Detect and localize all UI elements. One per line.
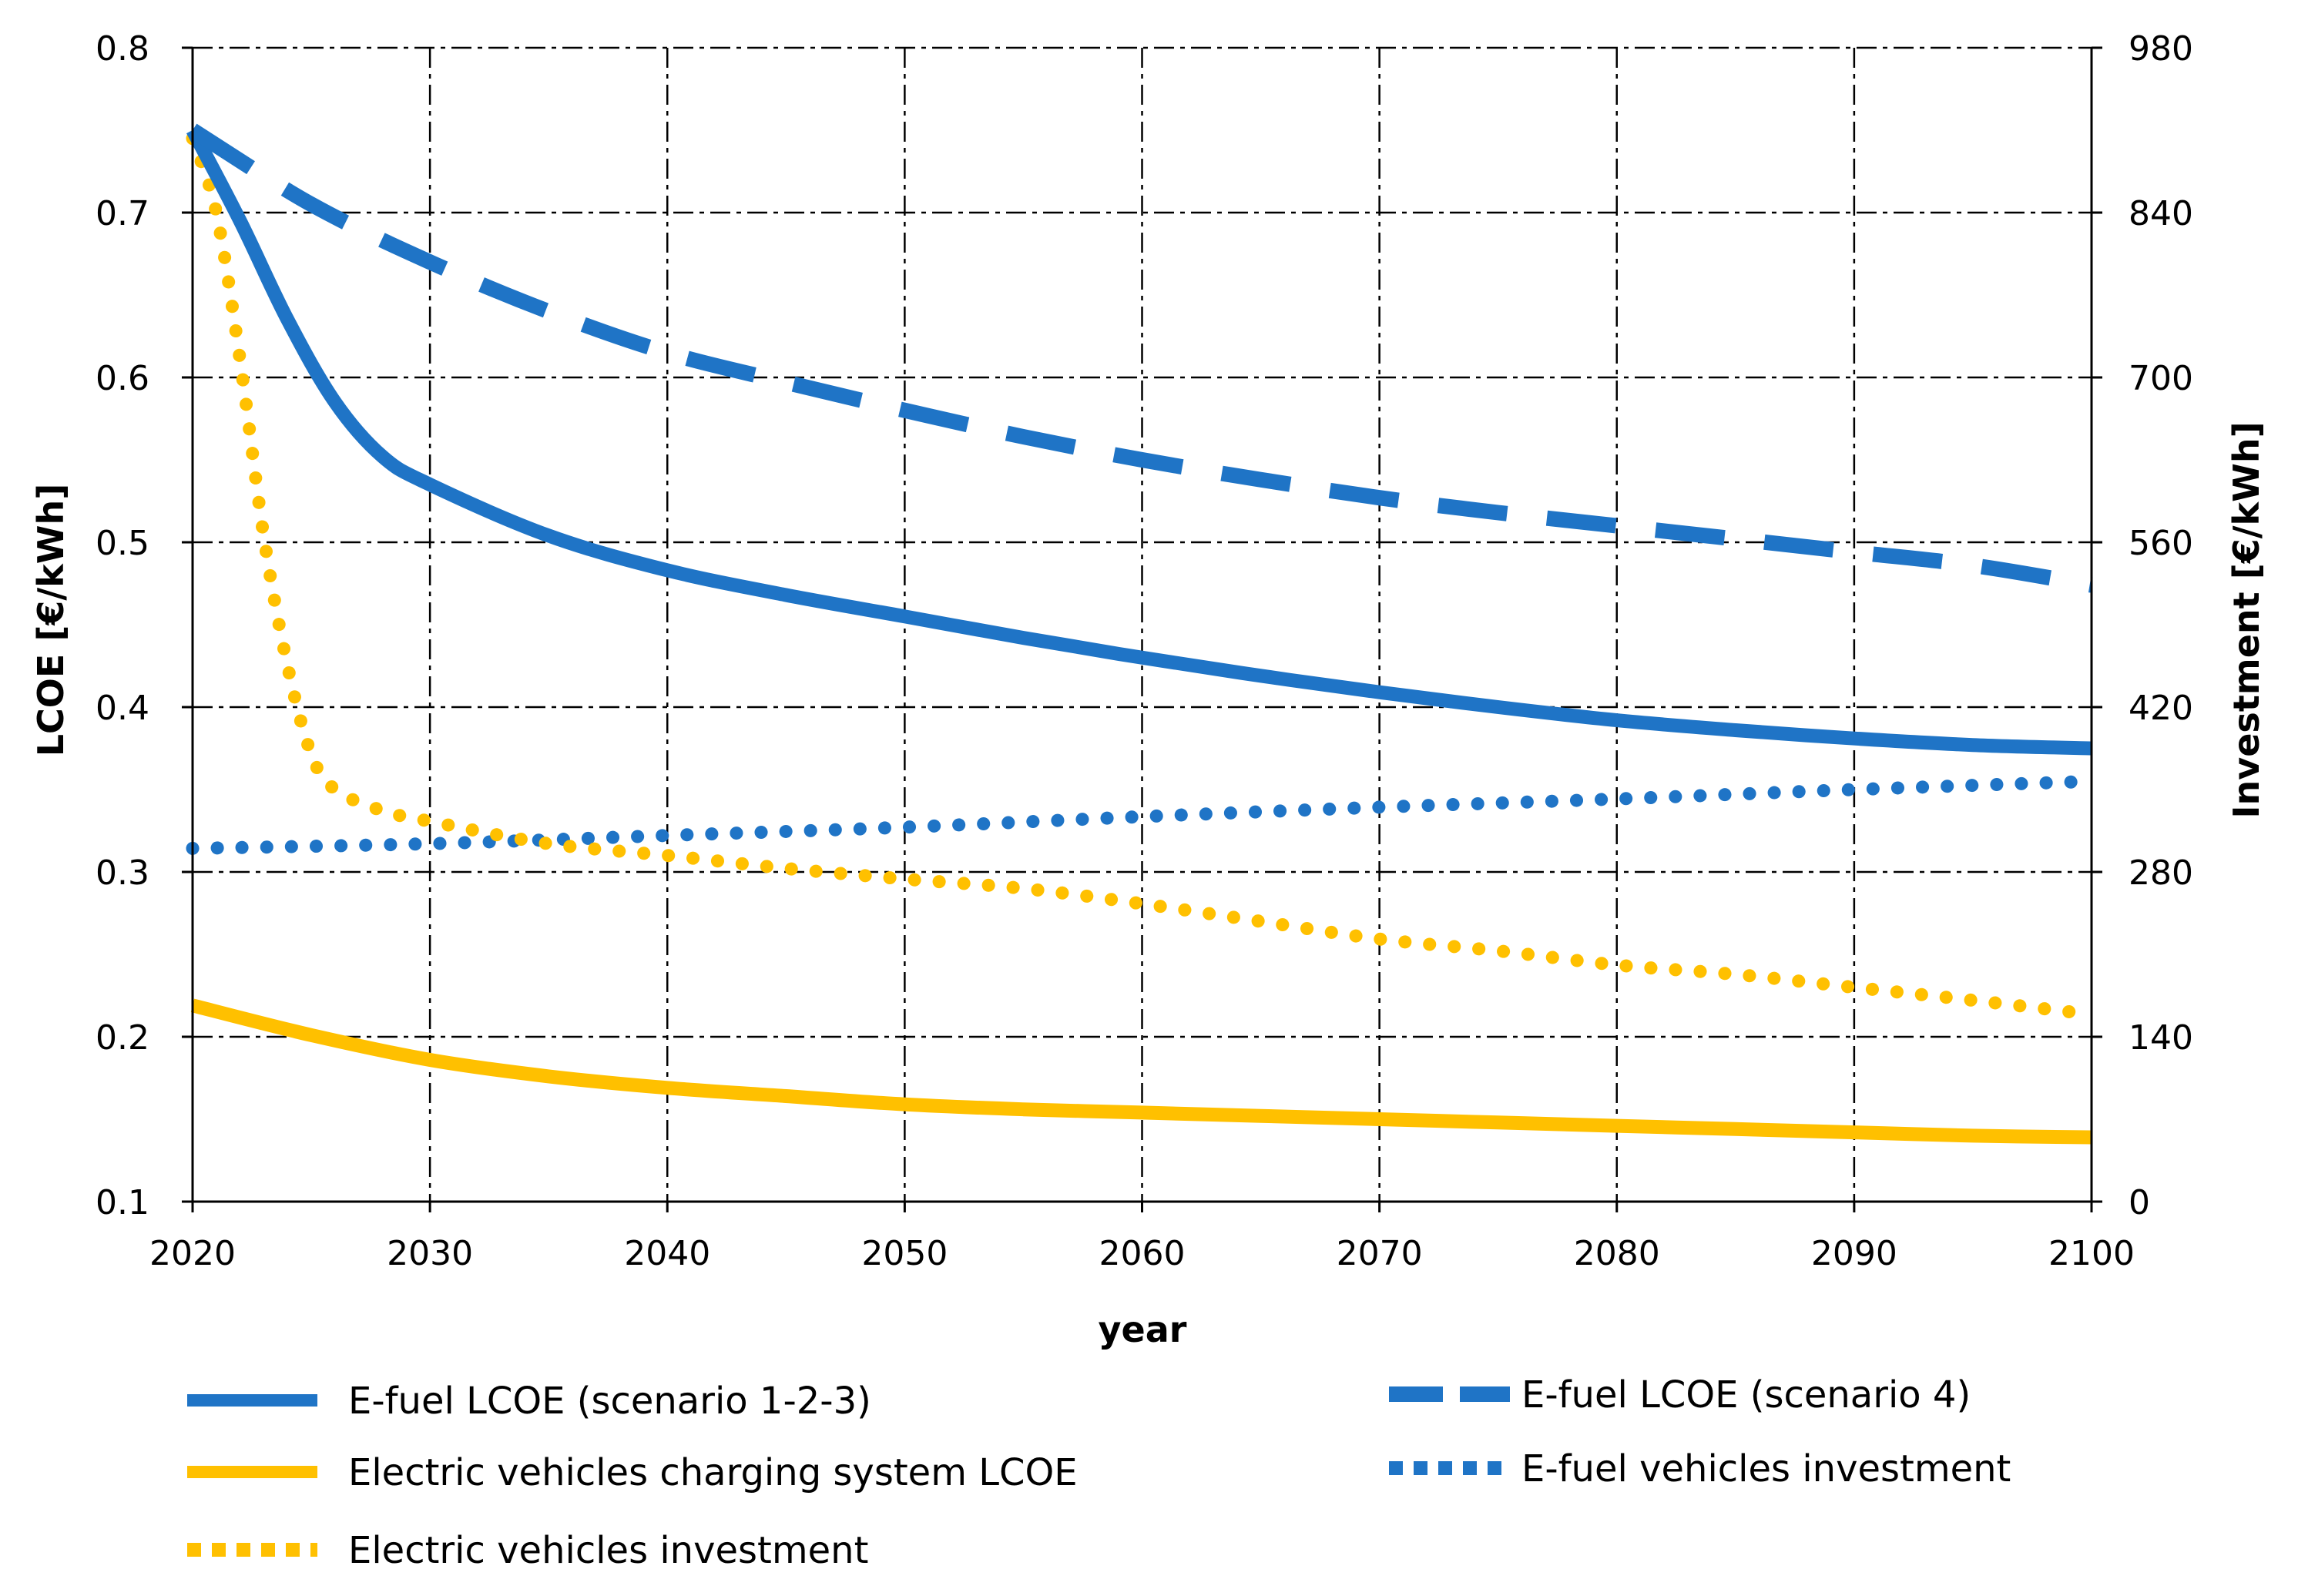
y2-tick-label: 140 bbox=[2129, 1018, 2193, 1058]
x-tick-label: 2050 bbox=[861, 1234, 948, 1273]
grid bbox=[193, 46, 2092, 1202]
series-electric-vehicles-investment bbox=[186, 132, 2098, 1021]
x-tick-label: 2080 bbox=[1574, 1234, 1660, 1273]
x-tick-label: 2060 bbox=[1099, 1234, 1186, 1273]
y2-tick-label: 560 bbox=[2129, 524, 2193, 563]
y2-tick-label: 840 bbox=[2129, 194, 2193, 233]
x-tick-label: 2020 bbox=[149, 1234, 236, 1273]
axes bbox=[182, 46, 2102, 1212]
series-e-fuel-lcoe-scenario-4 bbox=[188, 123, 2093, 593]
x-tick-label: 2100 bbox=[2048, 1234, 2135, 1273]
legend-item-electric-vehicles-charging-system-lcoe: Electric vehicles charging system LCOE bbox=[187, 1451, 1078, 1494]
y-tick-label: 0.5 bbox=[96, 524, 149, 563]
y2-axis-title: Investment [€/kWh] bbox=[2226, 421, 2267, 818]
y-axis-title: LCOE [€/kWh] bbox=[30, 484, 72, 757]
x-axis-title: year bbox=[1099, 1309, 1187, 1350]
legend-item-e-fuel-vehicles-investment: E-fuel vehicles investment bbox=[1389, 1447, 2011, 1490]
legend-item-e-fuel-lcoe-scenario-4: E-fuel LCOE (scenario 4) bbox=[1389, 1373, 1971, 1417]
y-tick-label: 0.6 bbox=[96, 359, 149, 398]
y-tick-label: 0.8 bbox=[96, 29, 149, 69]
y2-tick-label: 280 bbox=[2129, 853, 2193, 893]
y2-tick-label: 0 bbox=[2129, 1183, 2150, 1222]
legend-item-electric-vehicles-investment: Electric vehicles investment bbox=[187, 1529, 868, 1572]
x-tick-label: 2030 bbox=[387, 1234, 473, 1273]
y2-tick-label: 420 bbox=[2129, 689, 2193, 728]
legend: E-fuel LCOE (scenario 1-2-3) Electric veh… bbox=[187, 1373, 2011, 1572]
legend-label: Electric vehicles charging system LCOE bbox=[348, 1451, 1078, 1494]
y2-tick-label: 700 bbox=[2129, 359, 2193, 398]
series-e-fuel-lcoe-scenario-1-2-3 bbox=[186, 126, 2092, 756]
y-tick-label: 0.7 bbox=[96, 194, 149, 233]
legend-item-e-fuel-lcoe-scenario-1-2-3: E-fuel LCOE (scenario 1-2-3) bbox=[187, 1380, 871, 1423]
series-electric-vehicles-charging-system-lcoe bbox=[190, 998, 2092, 1145]
x-tick-label: 2070 bbox=[1337, 1234, 1423, 1273]
legend-label: E-fuel LCOE (scenario 4) bbox=[1521, 1373, 1971, 1417]
x-tick-label: 2040 bbox=[624, 1234, 710, 1273]
legend-label: E-fuel LCOE (scenario 1-2-3) bbox=[348, 1380, 871, 1423]
y-tick-label: 0.2 bbox=[96, 1018, 149, 1058]
legend-label: E-fuel vehicles investment bbox=[1521, 1447, 2011, 1490]
series-layer bbox=[186, 123, 2098, 1145]
y-tick-label: 0.1 bbox=[96, 1183, 149, 1222]
y-tick-label: 0.4 bbox=[96, 689, 149, 728]
series-e-fuel-vehicles-investment bbox=[186, 774, 2098, 855]
tick-labels: 2020 2030 2040 2050 2060 2070 2080 2090 2100 0.1 0… bbox=[96, 29, 2193, 1273]
y2-tick-label: 980 bbox=[2129, 29, 2193, 69]
x-tick-label: 2090 bbox=[1811, 1234, 1897, 1273]
legend-label: Electric vehicles investment bbox=[348, 1529, 868, 1572]
y-tick-label: 0.3 bbox=[96, 853, 149, 893]
